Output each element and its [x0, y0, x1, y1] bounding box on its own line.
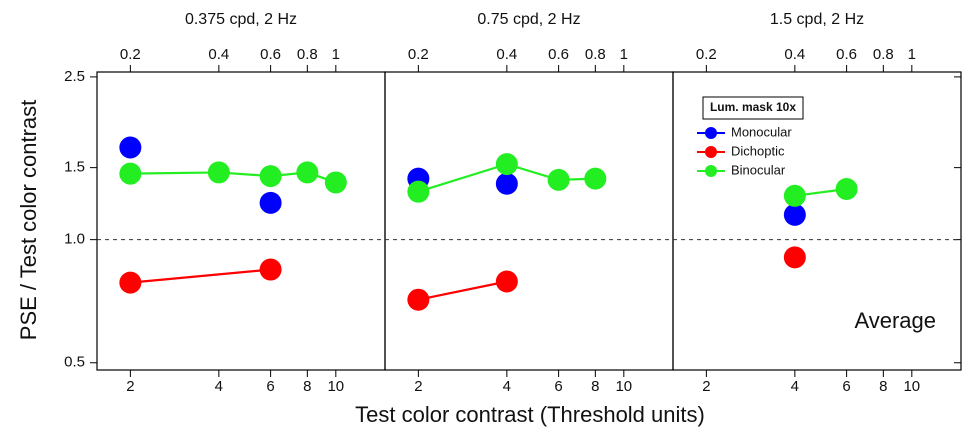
x2-tick-label: 0.8: [873, 46, 894, 63]
panel-frame: [384, 71, 674, 371]
data-point: [835, 177, 858, 200]
x-tick-label: 2: [702, 378, 710, 395]
series-line: [418, 280, 508, 301]
x-tick-label: 4: [503, 378, 511, 395]
data-point: [207, 161, 230, 184]
data-point: [119, 162, 142, 185]
legend-title: Lum. mask 10x: [710, 100, 796, 114]
y-tick-label: 2.5: [64, 68, 85, 85]
x-tick-label: 10: [327, 378, 344, 395]
data-point: [119, 271, 142, 294]
data-point: [324, 171, 347, 194]
data-point: [259, 258, 282, 281]
data-point: [584, 167, 607, 190]
x2-tick-label: 0.8: [585, 46, 606, 63]
data-point: [259, 165, 282, 188]
x-tick-label: 8: [303, 378, 311, 395]
data-point: [259, 191, 282, 214]
data-point: [783, 203, 806, 226]
x2-tick-label: 0.6: [260, 46, 281, 63]
panel-frame: [672, 71, 962, 371]
data-point: [783, 246, 806, 269]
data-point: [547, 168, 570, 191]
x2-tick-label: 0.2: [120, 46, 141, 63]
x-tick-label: 6: [266, 378, 274, 395]
legend-label: Monocular: [731, 124, 792, 139]
x-tick-label: 6: [554, 378, 562, 395]
legend-marker: [705, 146, 717, 158]
x-tick-label: 2: [126, 378, 134, 395]
legend-title-box: [702, 96, 804, 120]
legend-label: Binocular: [731, 162, 786, 177]
panel-frame: [96, 71, 386, 371]
data-point: [495, 153, 518, 176]
data-point: [407, 288, 430, 311]
y-tick-label: 0.5: [64, 354, 85, 371]
panel-title: 0.75 cpd, 2 Hz: [477, 11, 580, 28]
data-point: [296, 161, 319, 184]
x-tick-label: 10: [615, 378, 632, 395]
data-point: [119, 136, 142, 159]
y-tick-label: 1.0: [64, 231, 85, 248]
legend-marker: [705, 127, 717, 139]
x-tick-label: 4: [215, 378, 223, 395]
data-point: [495, 270, 518, 293]
x-tick-label: 6: [842, 378, 850, 395]
x2-tick-label: 1: [332, 46, 340, 63]
x-tick-label: 8: [591, 378, 599, 395]
x2-tick-label: 0.6: [548, 46, 569, 63]
series-line: [418, 162, 596, 193]
data-point: [495, 172, 518, 195]
series-line: [130, 268, 271, 284]
x2-tick-label: 0.4: [496, 46, 517, 63]
x2-tick-label: 1: [620, 46, 628, 63]
x2-tick-label: 0.8: [297, 46, 318, 63]
x2-tick-label: 0.4: [208, 46, 229, 63]
x-axis-label: Test color contrast (Threshold units): [355, 402, 705, 427]
data-point: [783, 184, 806, 207]
annotation: Average: [854, 308, 936, 333]
x-tick-label: 4: [791, 378, 799, 395]
x-tick-label: 10: [903, 378, 920, 395]
y-axis-label: PSE / Test color contrast: [16, 100, 41, 340]
x2-tick-label: 1: [908, 46, 916, 63]
legend-label: Dichoptic: [731, 143, 785, 158]
x2-tick-label: 0.2: [696, 46, 717, 63]
x-tick-label: 2: [414, 378, 422, 395]
x-tick-label: 8: [879, 378, 887, 395]
data-point: [407, 180, 430, 203]
y-tick-label: 1.5: [64, 159, 85, 176]
legend-marker: [705, 165, 717, 177]
panel-title: 1.5 cpd, 2 Hz: [770, 11, 864, 28]
x2-tick-label: 0.6: [836, 46, 857, 63]
x2-tick-label: 0.4: [784, 46, 805, 63]
x2-tick-label: 0.2: [408, 46, 429, 63]
panel-title: 0.375 cpd, 2 Hz: [185, 11, 297, 28]
